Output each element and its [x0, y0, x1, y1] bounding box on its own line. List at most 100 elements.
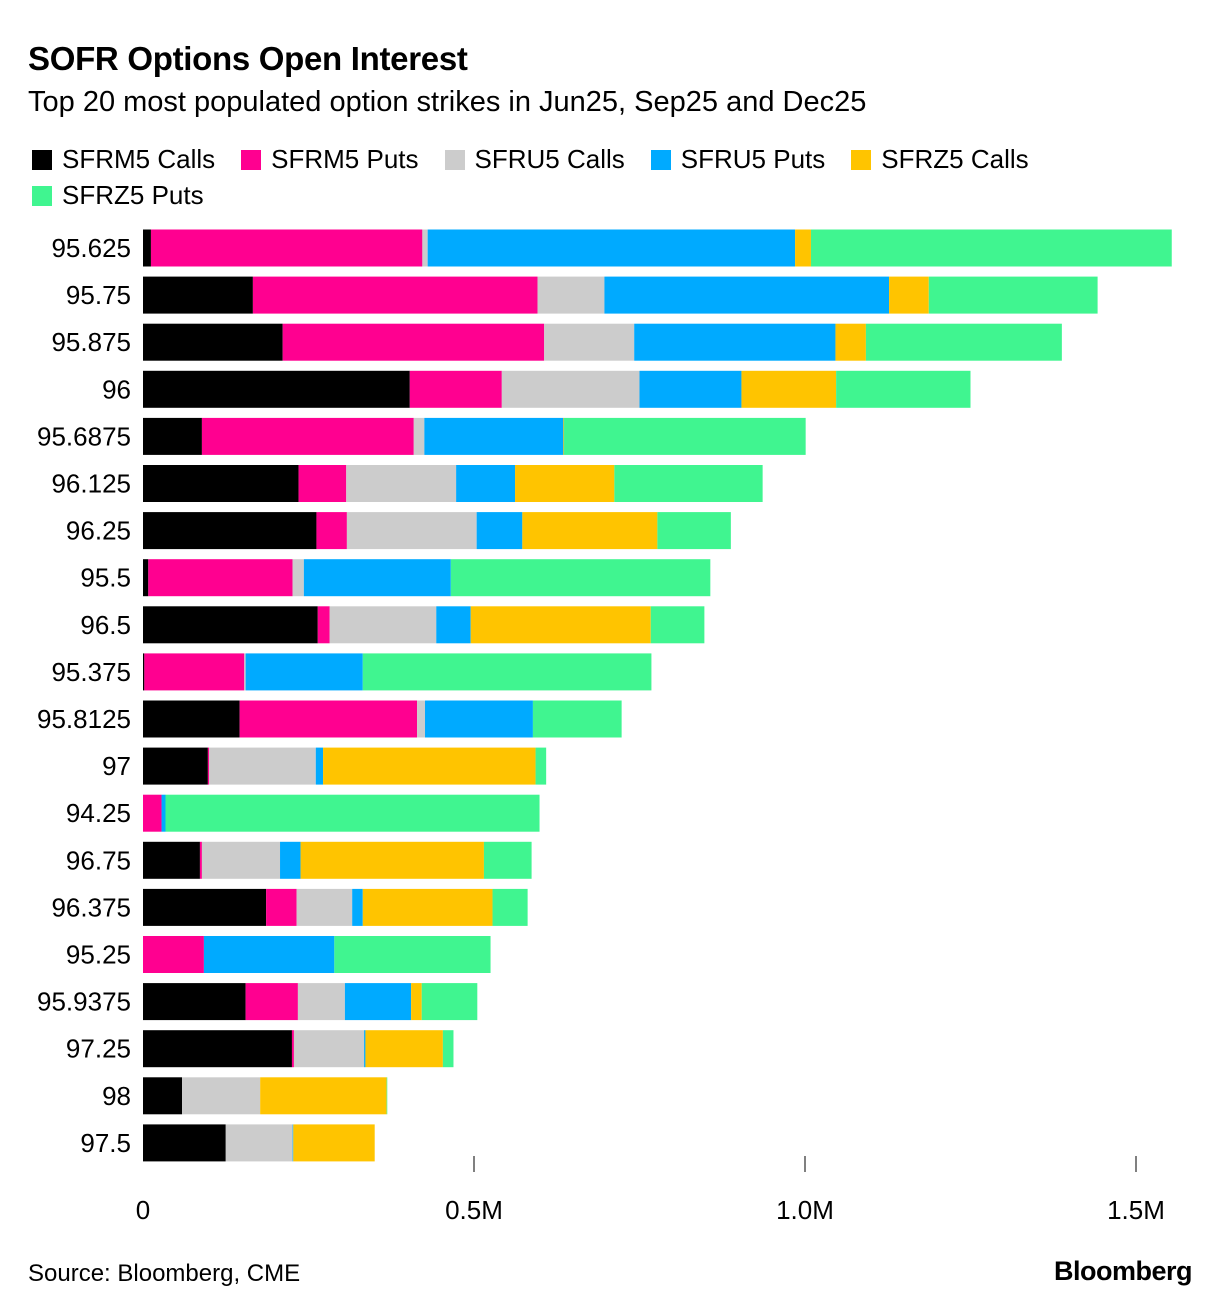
bar-98-sfrm5-calls	[143, 1077, 183, 1115]
legend-item-sfru5-calls: SFRU5 Calls	[444, 144, 625, 174]
bar-95-9375-sfrz5-puts	[421, 983, 478, 1021]
bar-95-625-sfrm5-puts	[150, 229, 423, 267]
bar-95-9375-sfrm5-puts	[245, 983, 298, 1021]
legend-item-sfrz5-calls: SFRZ5 Calls	[851, 144, 1029, 174]
category-label: 95.875	[51, 327, 131, 357]
category-label: 96.375	[51, 892, 131, 922]
category-label: 97.25	[66, 1034, 131, 1064]
category-label: 95.625	[51, 233, 131, 263]
bar-96-375-sfrm5-puts	[266, 888, 297, 926]
legend-swatch-sfrm5-puts	[241, 149, 262, 170]
legend-item-sfrm5-calls: SFRM5 Calls	[32, 144, 216, 174]
chart-subtitle: Top 20 most populated option strikes in …	[28, 86, 867, 118]
bar-95-75-sfru5-calls	[537, 276, 605, 314]
bar-94-25-sfrm5-puts	[143, 794, 162, 832]
bar-96-125-sfrm5-puts	[298, 465, 347, 502]
category-label: 97.5	[80, 1128, 131, 1158]
bar-97-sfrz5-puts	[535, 747, 547, 785]
legend-label-sfru5-puts: SFRU5 Puts	[680, 144, 826, 174]
bar-96-375-sfru5-puts	[352, 888, 363, 926]
bar-97-sfru5-calls	[209, 747, 316, 785]
bar-96-75-sfrm5-calls	[143, 841, 200, 879]
bar-95-5-sfrm5-puts	[148, 559, 293, 597]
category-label: 97	[102, 751, 131, 781]
bar-96-sfru5-puts	[639, 370, 742, 408]
bar-97-sfrm5-calls	[143, 747, 208, 785]
category-label: 95.5	[80, 563, 131, 593]
category-label: 95.25	[66, 940, 131, 970]
bar-96-5-sfrm5-puts	[317, 606, 330, 644]
legend-label-sfrz5-calls: SFRZ5 Calls	[881, 144, 1029, 174]
bar-95-875-sfrz5-calls	[835, 323, 866, 361]
x-tick-label: 1.5M	[1107, 1195, 1165, 1225]
bar-95-5-sfrm5-calls	[143, 559, 149, 597]
bar-95-75-sfrm5-puts	[252, 276, 538, 314]
legend: SFRM5 Calls SFRM5 Puts SFRU5 Calls SFRU5…	[32, 144, 1182, 210]
x-tick-label: 0.5M	[445, 1195, 503, 1225]
bar-95-75-sfrz5-puts	[928, 276, 1098, 314]
bar-96-5-sfrz5-calls	[470, 606, 651, 644]
bloomberg-logo: Bloomberg	[1053, 1256, 1193, 1286]
bar-97-sfrz5-calls	[323, 747, 536, 785]
bar-96-sfru5-calls	[501, 370, 640, 408]
bar-95-5-sfru5-calls	[292, 559, 304, 597]
bar-95-6875-sfrm5-calls	[143, 417, 202, 455]
bar-97-25-sfrm5-calls	[143, 1030, 292, 1068]
bar-95-9375-sfru5-puts	[344, 983, 412, 1021]
bar-96-125-sfrz5-puts	[614, 465, 763, 502]
bar-95-75-sfru5-puts	[604, 276, 890, 314]
bar-95-375-sfru5-puts	[245, 653, 363, 691]
bar-95-625-sfrz5-calls	[795, 229, 811, 267]
bar-95-5-sfrz5-puts	[450, 559, 711, 597]
bar-96-25-sfru5-calls	[346, 512, 477, 550]
bar-97-5-sfrm5-calls	[143, 1124, 226, 1162]
bar-95-875-sfrz5-puts	[865, 323, 1062, 361]
legend-item-sfru5-puts: SFRU5 Puts	[650, 144, 826, 174]
bar-95-375-sfrm5-calls	[143, 653, 145, 691]
bar-95-875-sfrm5-puts	[282, 323, 545, 361]
category-label: 95.375	[51, 657, 131, 687]
category-label: 96.125	[51, 469, 131, 499]
category-label: 95.6875	[37, 421, 131, 451]
bar-95-375-sfrz5-puts	[362, 653, 652, 691]
bar-97-25-sfru5-puts	[364, 1030, 366, 1068]
bar-98-sfru5-calls	[182, 1077, 261, 1115]
bar-95-6875-sfrm5-puts	[201, 417, 414, 455]
legend-label-sfrm5-calls: SFRM5 Calls	[62, 144, 216, 174]
bar-97-5-sfru5-calls	[225, 1124, 293, 1162]
bar-95-375-sfrm5-puts	[144, 653, 245, 691]
bar-96-5-sfru5-puts	[436, 606, 471, 644]
bar-95-8125-sfru5-puts	[425, 700, 533, 738]
bar-95-9375-sfrm5-calls	[143, 983, 246, 1021]
bar-96-5-sfrm5-calls	[143, 606, 318, 644]
legend-swatch-sfru5-calls	[444, 149, 465, 170]
bar-95-25-sfrm5-puts	[143, 936, 204, 973]
category-label: 96.5	[80, 610, 131, 640]
bar-97-5-sfrz5-calls	[293, 1124, 375, 1162]
bar-96-5-sfrz5-puts	[650, 606, 705, 644]
category-label: 94.25	[66, 798, 131, 828]
bar-96-375-sfrz5-calls	[362, 888, 493, 926]
bar-95-875-sfrm5-calls	[143, 323, 283, 361]
bar-95-8125-sfru5-calls	[417, 700, 426, 738]
bar-95-875-sfru5-calls	[544, 323, 635, 361]
bar-96-375-sfrz5-puts	[492, 888, 528, 926]
bar-94-25-sfru5-puts	[161, 794, 166, 832]
bar-95-75-sfrz5-calls	[889, 276, 929, 314]
bar-95-6875-sfru5-calls	[413, 417, 425, 455]
legend-swatch-sfru5-puts	[650, 149, 671, 170]
bar-96-25-sfrz5-calls	[522, 512, 658, 550]
bar-95-875-sfru5-puts	[634, 323, 836, 361]
chart-title: SOFR Options Open Interest	[28, 40, 468, 77]
x-tick-label: 1.0M	[776, 1195, 834, 1225]
bar-96-75-sfrz5-calls	[300, 841, 484, 879]
bar-96-sfrz5-puts	[836, 370, 971, 408]
bar-98-sfrz5-puts	[386, 1077, 388, 1115]
bar-97-25-sfrz5-calls	[365, 1030, 443, 1068]
category-label: 95.75	[66, 280, 131, 310]
legend-item-sfrm5-puts: SFRM5 Puts	[241, 144, 419, 174]
bar-96-25-sfrz5-puts	[657, 512, 731, 550]
bar-95-625-sfru5-puts	[427, 229, 796, 267]
bar-96-sfrm5-calls	[143, 370, 410, 408]
bar-96-75-sfrz5-puts	[483, 841, 532, 879]
